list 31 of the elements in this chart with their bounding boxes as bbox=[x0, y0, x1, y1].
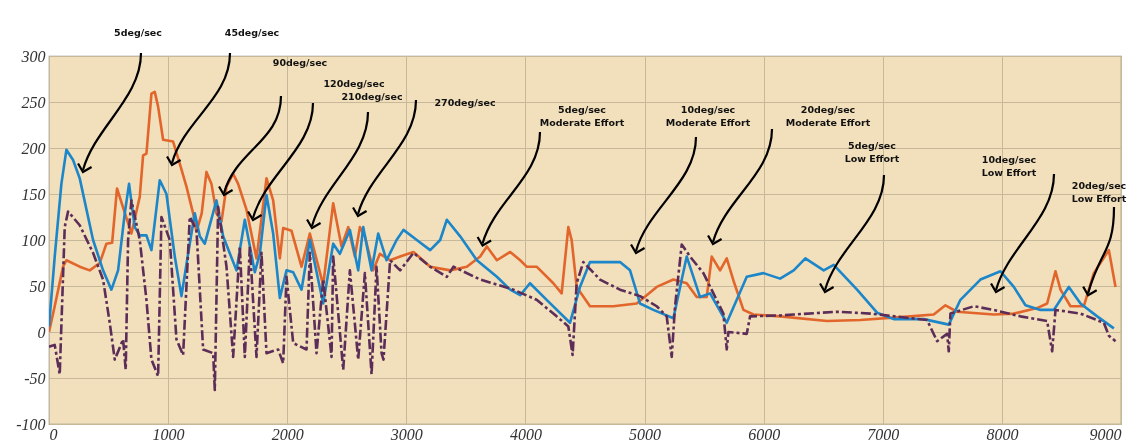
y-tick-label: 50 bbox=[29, 277, 46, 295]
text: 45deg/sec bbox=[224, 27, 280, 38]
x-tick-label: 2000 bbox=[271, 425, 304, 443]
annotation: 210deg/sec bbox=[341, 91, 403, 102]
x-tick-label: 8000 bbox=[986, 425, 1019, 443]
annotation: 10deg/sec Moderate Effort bbox=[665, 104, 751, 128]
annotation: 120deg/sec bbox=[323, 78, 385, 89]
annotation: 270deg/sec bbox=[434, 97, 496, 108]
y-tick-label: -50 bbox=[24, 369, 46, 387]
annotation: 5deg/sec Moderate Effort bbox=[539, 104, 625, 128]
y-tick-label: 300 bbox=[20, 47, 46, 65]
annotation: 5deg/sec Low Effort bbox=[844, 140, 900, 164]
y-tick-label: 150 bbox=[21, 185, 46, 203]
annotation: 20deg/sec Moderate Effort bbox=[785, 104, 871, 128]
x-tick-label: 7000 bbox=[867, 425, 900, 443]
annotation: 10deg/sec Low Effort bbox=[981, 154, 1037, 178]
y-tick-label: 250 bbox=[21, 93, 46, 111]
x-tick-label: 9000 bbox=[1089, 425, 1122, 443]
x-tick-label: 6000 bbox=[748, 425, 781, 443]
annotation: 20deg/sec Low Effort bbox=[1071, 180, 1127, 204]
x-tick-label: 4000 bbox=[509, 425, 542, 443]
y-tick-label: -100 bbox=[16, 415, 46, 433]
y-tick-label: 0 bbox=[37, 323, 46, 341]
y-tick-label: 100 bbox=[21, 231, 46, 249]
text: 5deg/sec bbox=[114, 27, 162, 38]
y-tick-label: 200 bbox=[21, 139, 46, 157]
annotation: 90deg/sec bbox=[272, 57, 328, 68]
x-tick-label: 0 bbox=[49, 425, 58, 443]
x-tick-label: 3000 bbox=[389, 425, 423, 443]
x-tick-label: 1000 bbox=[152, 425, 185, 443]
x-tick-label: 5000 bbox=[629, 425, 662, 443]
